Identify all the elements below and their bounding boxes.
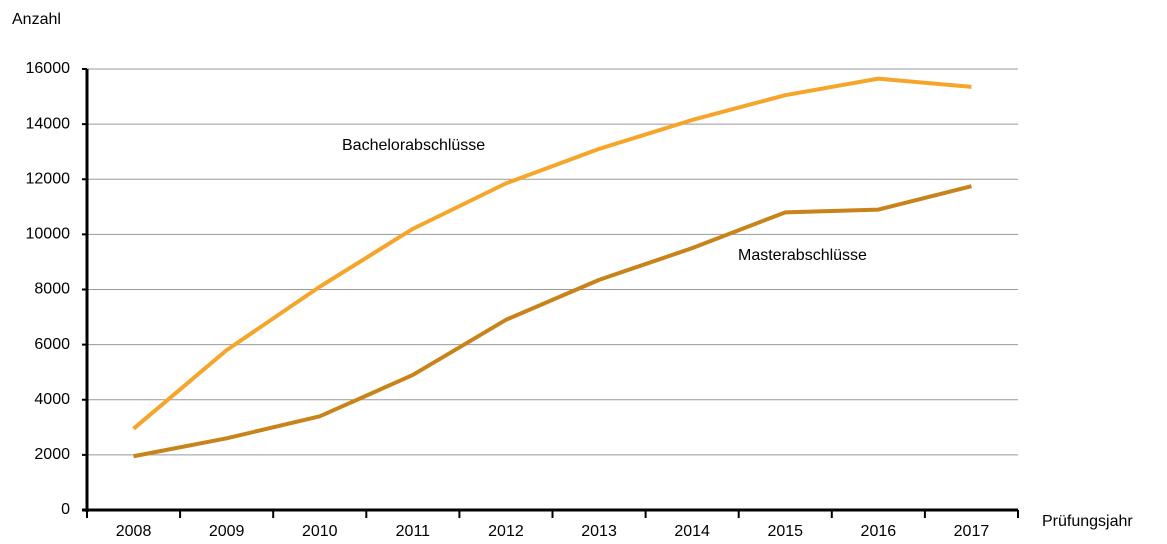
x-tick-label: 2011 xyxy=(396,523,431,540)
y-tick-label: 6000 xyxy=(34,336,70,353)
x-tick-label: 2016 xyxy=(861,523,897,540)
x-axis-label: Prüfungsjahr xyxy=(1042,513,1133,530)
series-line xyxy=(132,76,972,431)
y-axis-label: Anzahl xyxy=(12,11,61,28)
series-line xyxy=(133,184,972,459)
y-tick-label: 8000 xyxy=(34,281,70,298)
series-label: Bachelorabschlüsse xyxy=(342,137,485,154)
x-tick-label: 2010 xyxy=(302,523,338,540)
y-tick-label: 12000 xyxy=(26,170,71,187)
x-tick-label: 2013 xyxy=(581,523,617,540)
x-tick-label: 2014 xyxy=(674,523,710,540)
x-tick-label: 2012 xyxy=(488,523,524,540)
x-tick-label: 2009 xyxy=(209,523,245,540)
x-tick-label: 2008 xyxy=(116,523,152,540)
y-tick-label: 14000 xyxy=(26,115,71,132)
series-label: Masterabschlüsse xyxy=(738,247,867,264)
y-tick-label: 16000 xyxy=(26,60,71,77)
y-tick-label: 0 xyxy=(61,501,70,518)
x-tick-label: 2015 xyxy=(767,523,803,540)
y-tick-label: 10000 xyxy=(26,226,71,243)
y-tick-label: 4000 xyxy=(34,391,70,408)
y-tick-label: 2000 xyxy=(34,446,70,463)
x-tick-label: 2017 xyxy=(954,523,990,540)
